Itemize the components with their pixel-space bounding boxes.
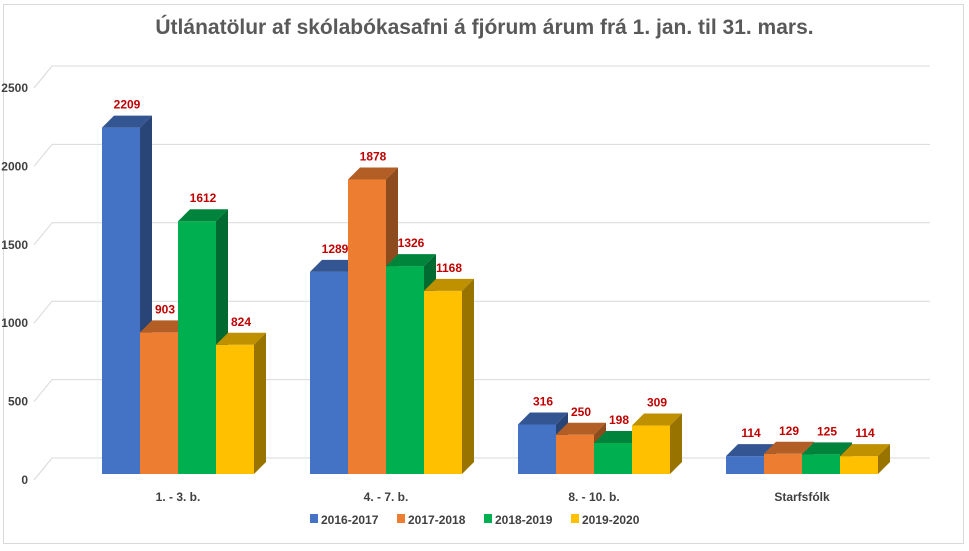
- bar-top: [348, 167, 398, 180]
- bar-top: [726, 444, 776, 457]
- y-tick-label: 1000: [1, 316, 28, 330]
- bar-top: [764, 441, 814, 454]
- bar-top: [802, 442, 852, 455]
- bar-front: [348, 179, 386, 474]
- data-label: 125: [817, 424, 837, 438]
- y-tick-label: 500: [8, 395, 28, 409]
- data-label: 824: [231, 315, 251, 329]
- gridline-slant: [33, 379, 53, 402]
- bar-front: [102, 127, 140, 475]
- bar-side: [254, 332, 266, 474]
- data-label: 1326: [398, 236, 425, 250]
- bar-top: [386, 254, 436, 267]
- data-label: 1612: [190, 191, 217, 205]
- data-label: 2209: [114, 98, 141, 112]
- bar-side: [670, 413, 682, 474]
- data-label: 1168: [436, 261, 462, 275]
- bar-front: [178, 221, 216, 474]
- bar-front: [594, 442, 632, 474]
- bar-top: [518, 412, 568, 425]
- bar-front: [556, 434, 594, 474]
- legend-swatch: [571, 514, 579, 523]
- data-label: 309: [647, 396, 667, 410]
- bar-top: [310, 259, 360, 272]
- bar-top: [140, 320, 190, 333]
- gridline-slant: [33, 457, 53, 481]
- legend-label: 2018-2019: [495, 513, 553, 527]
- bar-top: [840, 444, 890, 457]
- bar-front: [632, 425, 670, 474]
- bar-side: [878, 444, 890, 474]
- bar-front: [140, 332, 178, 474]
- bar-front: [726, 456, 764, 474]
- legend-swatch: [310, 514, 318, 523]
- data-label: 316: [533, 394, 553, 408]
- bar-top: [216, 332, 266, 345]
- y-tick-label: 0: [21, 473, 28, 487]
- legend-label: 2017-2018: [408, 513, 466, 527]
- bar-top: [632, 413, 682, 426]
- bar-top: [556, 422, 606, 435]
- x-tick-label: 8. - 10. b.: [568, 490, 619, 504]
- bar-front: [802, 454, 840, 474]
- data-label: 198: [609, 413, 629, 427]
- y-tick-label: 2000: [1, 159, 28, 173]
- data-label: 114: [855, 426, 875, 440]
- data-label: 1878: [360, 150, 387, 164]
- y-tick-label: 1500: [1, 238, 28, 252]
- y-tick-label: 2500: [1, 81, 28, 95]
- data-label: 1289: [322, 242, 349, 256]
- data-label: 129: [779, 424, 799, 438]
- bar-top: [178, 209, 228, 222]
- bar-top: [102, 115, 152, 128]
- gridline-slant: [33, 222, 53, 246]
- gridline-slant: [33, 300, 53, 324]
- data-label: 903: [155, 302, 175, 316]
- bar-side: [462, 278, 474, 474]
- gridline-slant: [33, 144, 53, 167]
- legend-label: 2019-2020: [582, 513, 640, 527]
- legend-label: 2016-2017: [321, 513, 379, 527]
- chart-title: Útlánatölur af skólabókasafni á fjórum á…: [155, 16, 814, 39]
- legend-swatch: [484, 514, 492, 523]
- bar-top: [594, 430, 644, 443]
- bar-front: [216, 344, 254, 474]
- data-label: 114: [741, 426, 761, 440]
- bar-front: [764, 453, 802, 474]
- x-tick-label: 1. - 3. b.: [156, 490, 201, 504]
- bar-front: [518, 424, 556, 474]
- data-label: 250: [571, 405, 591, 419]
- bar-front: [840, 456, 878, 474]
- legend-swatch: [397, 514, 405, 523]
- x-tick-label: 4. - 7. b.: [364, 490, 409, 504]
- bar-front: [424, 290, 462, 474]
- x-tick-label: Starfsfólk: [774, 490, 830, 504]
- gridline-slant: [33, 65, 53, 89]
- chart-frame: [3, 4, 964, 544]
- bar-front: [386, 266, 424, 474]
- bar-front: [310, 271, 348, 474]
- bar-top: [424, 278, 474, 291]
